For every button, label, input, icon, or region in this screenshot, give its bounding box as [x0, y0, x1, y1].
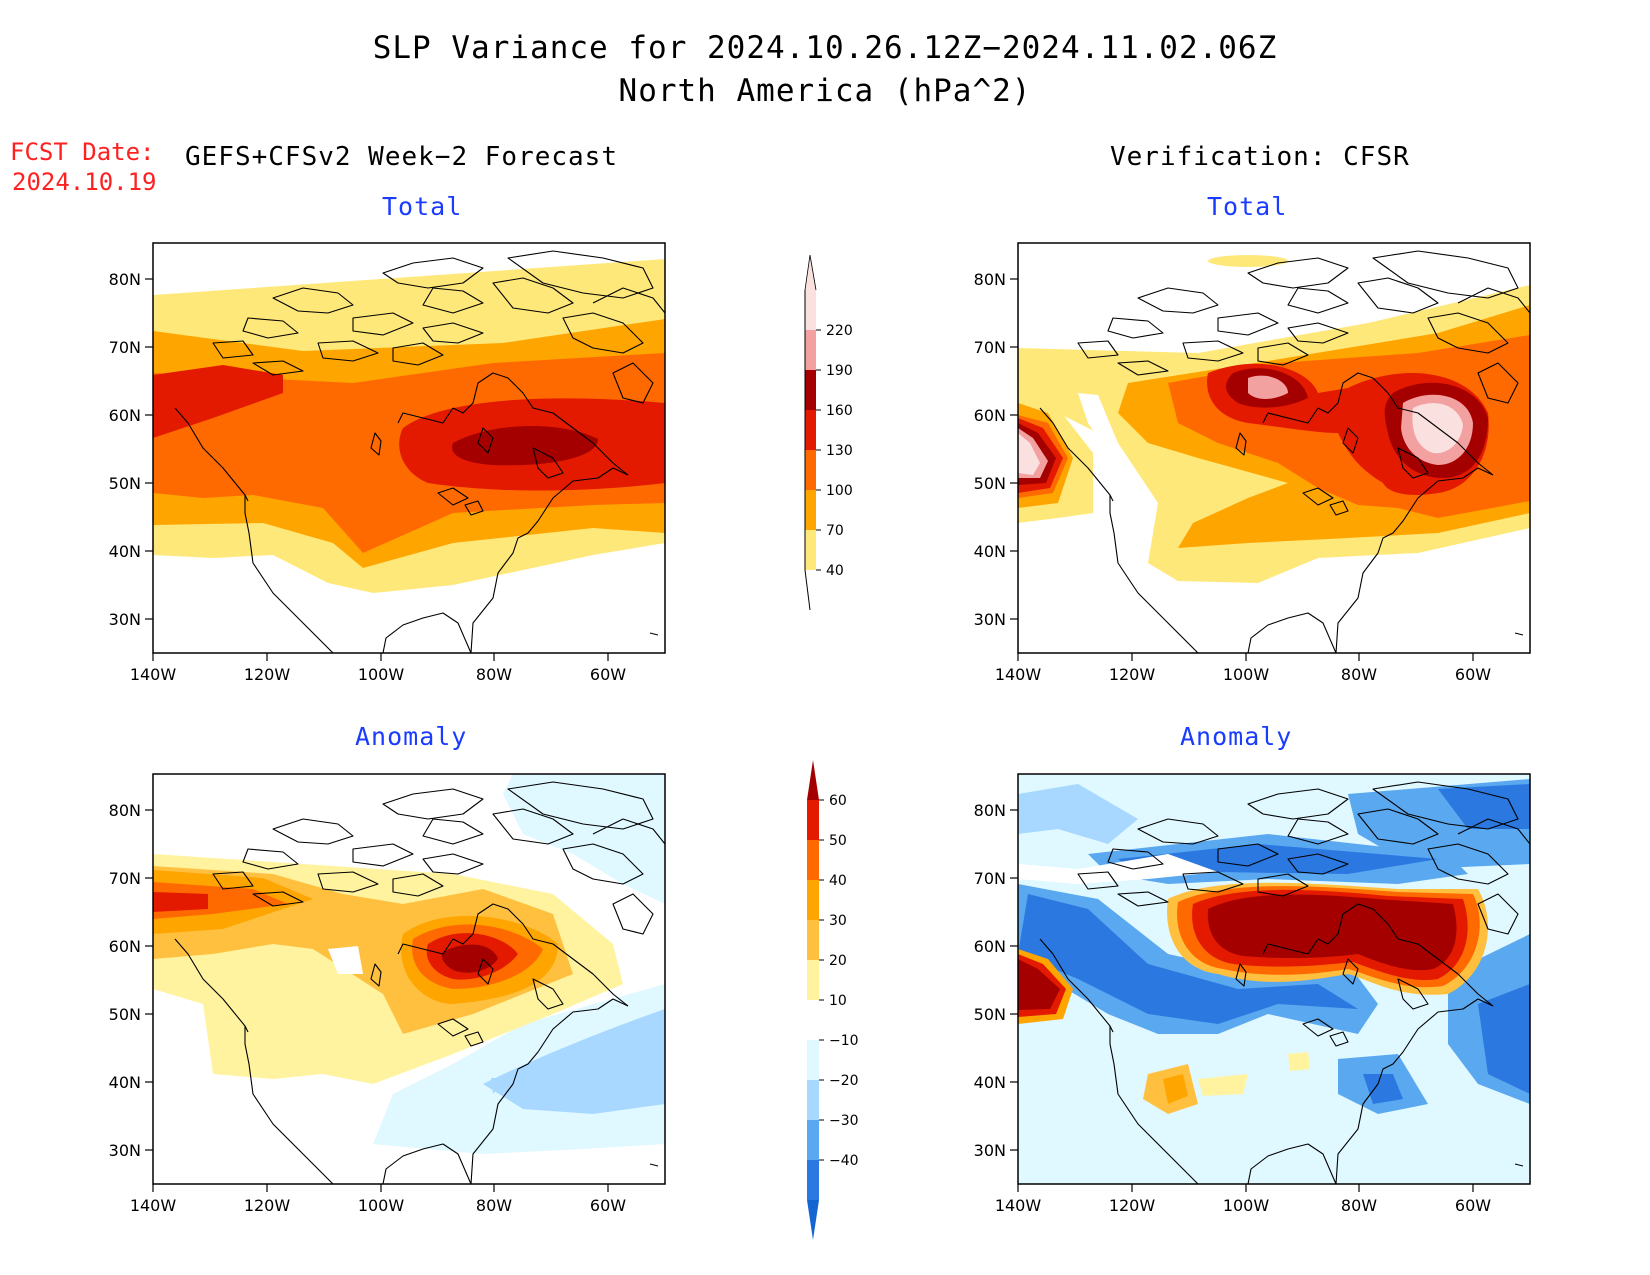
lon-label: 60W: [1455, 1196, 1491, 1215]
lat-label: 70N: [109, 338, 141, 357]
lat-label: 80N: [109, 270, 141, 289]
panel-forecast-anomaly: [152, 773, 666, 1185]
colorbar-level: 100: [826, 483, 853, 499]
lat-label: 80N: [109, 801, 141, 820]
colorbar-level: 190: [826, 363, 853, 379]
colorbar-swatch: [807, 800, 819, 840]
lon-label: 80W: [1341, 1196, 1377, 1215]
colorbar-swatch: [805, 330, 816, 370]
lon-label: 80W: [476, 665, 512, 684]
lat-label: 30N: [974, 610, 1006, 629]
lat-label: 60N: [974, 937, 1006, 956]
panel-title-verif-total: Total: [1207, 192, 1288, 221]
lon-label: 140W: [130, 1196, 177, 1215]
lon-label: 120W: [1109, 1196, 1156, 1215]
colorbar-level: 130: [826, 443, 853, 459]
colorbar-swatch: [805, 410, 816, 450]
panel-title-fcst-total: Total: [382, 192, 463, 221]
lat-label: 40N: [109, 1073, 141, 1092]
colorbar-swatch: [807, 1000, 819, 1040]
colorbar-level: 220: [826, 323, 853, 339]
lat-label: 60N: [974, 406, 1006, 425]
colorbar-tip: [804, 254, 817, 291]
colorbar-level: 20: [829, 953, 847, 969]
lat-label: 60N: [109, 937, 141, 956]
colorbar-level: −20: [829, 1073, 859, 1089]
colorbar-level: 10: [829, 993, 847, 1009]
lon-label: 100W: [358, 1196, 405, 1215]
colorbar-swatch: [805, 490, 816, 530]
lon-label: 100W: [358, 665, 405, 684]
colorbar-tip: [807, 760, 819, 800]
colorbar-swatch: [805, 290, 816, 330]
panel-forecast-total: [152, 242, 666, 654]
lon-label: 100W: [1223, 665, 1270, 684]
colorbar-level: 70: [826, 523, 844, 539]
lon-label: 60W: [1455, 665, 1491, 684]
lat-label: 70N: [974, 869, 1006, 888]
lat-label: 30N: [109, 610, 141, 629]
colorbar-tail: [804, 569, 811, 611]
colorbar-swatch: [807, 880, 819, 920]
lon-label: 140W: [995, 1196, 1042, 1215]
colorbar-swatch: [805, 450, 816, 490]
lat-label: 80N: [974, 801, 1006, 820]
colorbar-total: 40 70 100 130 160 190 220: [804, 254, 853, 611]
lon-label: 100W: [1223, 1196, 1270, 1215]
lon-label: 120W: [244, 1196, 291, 1215]
lon-label: 140W: [995, 665, 1042, 684]
lat-label: 70N: [974, 338, 1006, 357]
colorbar-level: −40: [829, 1153, 859, 1169]
lon-label: 120W: [1109, 665, 1156, 684]
colorbar-level: 30: [829, 913, 847, 929]
lon-label: 80W: [476, 1196, 512, 1215]
lat-label: 60N: [109, 406, 141, 425]
colorbar-swatch: [807, 920, 819, 960]
colorbar-swatch: [807, 1040, 819, 1080]
lat-label: 40N: [109, 542, 141, 561]
colorbar-level: 50: [829, 833, 847, 849]
lat-label: 40N: [974, 1073, 1006, 1092]
verification-heading: Verification: CFSR: [1110, 142, 1410, 172]
colorbar-swatch: [807, 1120, 819, 1160]
lat-label: 40N: [974, 542, 1006, 561]
colorbar-level: −10: [829, 1033, 859, 1049]
lat-label: 30N: [974, 1141, 1006, 1160]
colorbar-swatch: [807, 960, 819, 1000]
colorbar-swatch: [805, 370, 816, 410]
lat-label: 50N: [974, 1005, 1006, 1024]
page-title: SLP Variance for 2024.10.26.12Z−2024.11.…: [372, 30, 1278, 66]
lon-label: 120W: [244, 665, 291, 684]
colorbar-level: 60: [829, 793, 847, 809]
fcst-date-value: 2024.10.19: [12, 168, 157, 196]
colorbar-swatch: [807, 1160, 819, 1200]
colorbar-swatch: [807, 1080, 819, 1120]
panel-verification-anomaly: [1017, 773, 1531, 1185]
lat-label: 50N: [974, 474, 1006, 493]
colorbar-level: 40: [826, 563, 844, 579]
colorbar-swatch: [807, 840, 819, 880]
colorbar-tip: [807, 1200, 819, 1240]
fcst-date-label: FCST Date:: [10, 138, 155, 166]
lat-label: 80N: [974, 270, 1006, 289]
lon-label: 140W: [130, 665, 177, 684]
colorbar-anomaly: 60 50 40 30 20 10 −10 −20 −30 −40: [807, 760, 859, 1240]
colorbar-swatch: [805, 530, 816, 570]
lon-label: 60W: [590, 1196, 626, 1215]
colorbar-level: −30: [829, 1113, 859, 1129]
lat-label: 50N: [109, 474, 141, 493]
lon-label: 60W: [590, 665, 626, 684]
forecast-heading: GEFS+CFSv2 Week−2 Forecast: [185, 142, 618, 172]
lat-label: 50N: [109, 1005, 141, 1024]
colorbar-level: 40: [829, 873, 847, 889]
colorbar-level: 160: [826, 403, 853, 419]
page-subtitle: North America (hPa^2): [618, 73, 1032, 109]
lat-label: 70N: [109, 869, 141, 888]
panel-verification-total: [1017, 242, 1531, 654]
lon-label: 80W: [1341, 665, 1377, 684]
panel-title-fcst-anomaly: Anomaly: [355, 722, 468, 751]
panel-title-verif-anomaly: Anomaly: [1180, 722, 1293, 751]
lat-label: 30N: [109, 1141, 141, 1160]
